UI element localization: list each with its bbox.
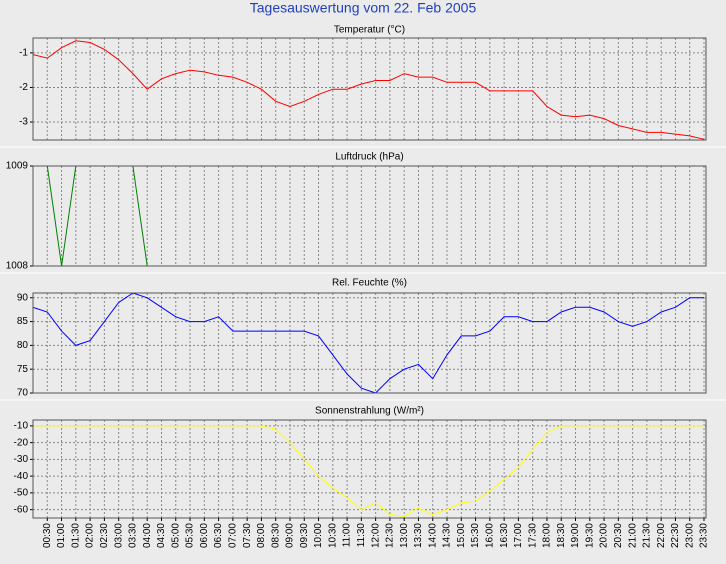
- y-tick-label: 75: [17, 364, 29, 375]
- x-tick-label: 20:00: [599, 523, 610, 548]
- plot-border: [32, 292, 707, 394]
- y-tick-label: 80: [17, 340, 29, 351]
- x-tick-label: 03:30: [128, 523, 139, 548]
- y-tick-label: -10: [14, 421, 29, 432]
- data-line: [33, 166, 704, 266]
- x-tick-label: 20:30: [613, 523, 624, 548]
- y-tick-label: 85: [17, 316, 29, 327]
- x-tick-label: 14:00: [427, 523, 438, 548]
- panel-title: Sonnenstrahlung (W/m²): [315, 406, 424, 417]
- x-tick-label: 19:00: [570, 523, 581, 548]
- x-tick-label: 13:00: [399, 523, 410, 548]
- x-tick-label: 02:30: [99, 523, 110, 548]
- x-tick-label: 06:00: [199, 523, 210, 548]
- x-tick-label: 01:30: [70, 523, 81, 548]
- y-tick-label: -40: [14, 471, 29, 482]
- y-tick-label: -1: [19, 48, 28, 59]
- x-tick-label: 23:00: [684, 523, 695, 548]
- x-tick-label: 04:00: [142, 523, 153, 548]
- y-tick-label: 90: [17, 292, 29, 303]
- x-tick-label: 22:00: [656, 523, 667, 548]
- x-tick-label: 10:30: [327, 523, 338, 548]
- x-tick-label: 11:00: [342, 523, 353, 548]
- x-tick-label: 11:30: [356, 523, 367, 548]
- y-tick-label: -3: [19, 117, 28, 128]
- page-title: Tagesauswertung vom 22. Feb 2005: [250, 0, 477, 16]
- y-tick-label: -2: [19, 82, 28, 93]
- x-tick-label: 19:30: [584, 523, 595, 548]
- x-tick-label: 05:30: [185, 523, 196, 548]
- plot-border: [32, 37, 707, 141]
- x-tick-label: 10:00: [313, 523, 324, 548]
- panel-title: Luftdruck (hPa): [335, 152, 403, 163]
- x-tick-label: 21:30: [642, 523, 653, 548]
- plot-border: [32, 419, 707, 519]
- x-tick-label: 15:30: [470, 523, 481, 548]
- y-tick-label: 1008: [6, 261, 29, 272]
- x-tick-label: 18:00: [542, 523, 553, 548]
- data-line: [33, 293, 704, 393]
- x-tick-label: 02:00: [85, 523, 96, 548]
- y-tick-label: 70: [17, 388, 29, 399]
- x-tick-label: 04:30: [156, 523, 167, 548]
- x-tick-label: 12:00: [370, 523, 381, 548]
- x-tick-label: 00:30: [42, 523, 53, 548]
- plot-area: [33, 420, 706, 518]
- x-tick-label: 17:30: [527, 523, 538, 548]
- panel-title: Rel. Feuchte (%): [332, 278, 407, 289]
- data-line: [33, 40, 705, 140]
- x-tick-label: 13:30: [413, 523, 424, 548]
- data-line: [33, 425, 704, 517]
- x-tick-label: 12:30: [385, 523, 396, 548]
- x-tick-label: 08:00: [256, 523, 267, 548]
- y-tick-label: 1009: [6, 161, 29, 172]
- plot-area: [33, 38, 706, 140]
- y-tick-label: -60: [14, 504, 29, 515]
- x-tick-label: 23:30: [699, 523, 710, 548]
- x-tick-label: 09:00: [285, 523, 296, 548]
- y-tick-label: -30: [14, 454, 29, 465]
- x-tick-label: 06:30: [213, 523, 224, 548]
- x-tick-label: 14:30: [442, 523, 453, 548]
- x-tick-label: 21:00: [627, 523, 638, 548]
- y-tick-label: -50: [14, 488, 29, 499]
- x-tick-label: 16:00: [484, 523, 495, 548]
- x-tick-label: 09:30: [299, 523, 310, 548]
- x-tick-label: 16:30: [499, 523, 510, 548]
- x-tick-label: 01:00: [56, 523, 67, 548]
- plot-area: [33, 293, 706, 393]
- x-tick-label: 03:00: [113, 523, 124, 548]
- y-tick-label: -20: [14, 437, 29, 448]
- x-tick-label: 18:30: [556, 523, 567, 548]
- panel-title: Temperatur (°C): [334, 25, 405, 36]
- plot-area: [33, 166, 706, 266]
- x-tick-label: 07:30: [242, 523, 253, 548]
- x-tick-label: 15:00: [456, 523, 467, 548]
- plot-border: [32, 165, 707, 267]
- x-tick-label: 05:00: [170, 523, 181, 548]
- x-tick-label: 08:30: [270, 523, 281, 548]
- x-tick-label: 07:00: [228, 523, 239, 548]
- x-tick-label: 17:00: [513, 523, 524, 548]
- x-tick-label: 22:30: [670, 523, 681, 548]
